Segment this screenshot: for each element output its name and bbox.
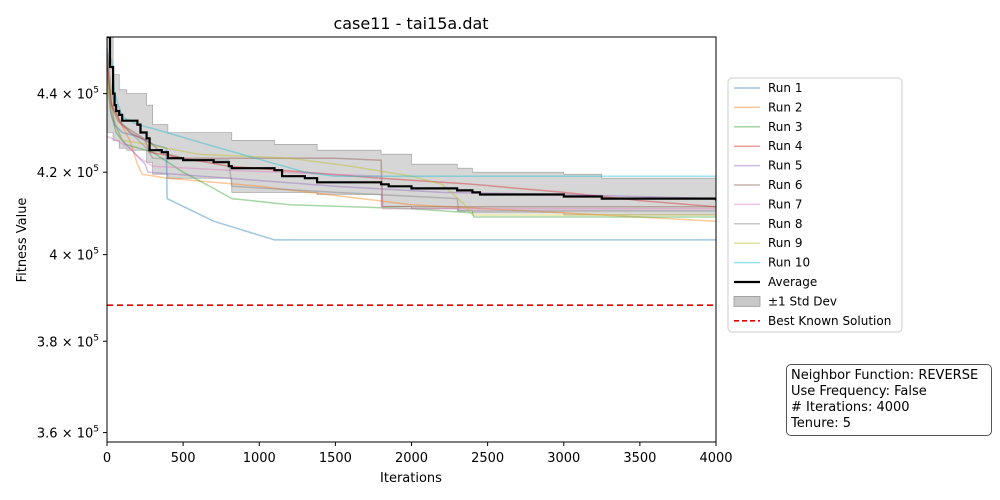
legend-item: Run 10 [734, 256, 810, 270]
series-run-7 [107, 135, 716, 210]
legend-label: Run 10 [768, 256, 810, 270]
legend-item: ±1 Std Dev [733, 294, 837, 308]
info-box: Neighbor Function: REVERSE Use Frequency… [786, 364, 992, 436]
y-tick-label: 4.4 × 105 [37, 86, 99, 103]
legend-label: Run 2 [768, 100, 802, 114]
x-tick-label: 3000 [547, 451, 580, 466]
legend-label: Run 4 [768, 139, 802, 153]
y-axis-title: Fitness Value [15, 198, 30, 283]
x-tick-label: 500 [171, 451, 196, 466]
legend-frame [727, 77, 903, 333]
legend-item: Run 4 [734, 139, 802, 153]
legend-label: Run 7 [768, 197, 802, 211]
legend-label: Run 3 [768, 120, 802, 134]
legend-item: Average [734, 275, 817, 289]
series-run-9 [107, 70, 716, 216]
legend-label: Average [768, 275, 817, 289]
std-band-layer [107, 37, 716, 216]
x-axis: 0 500 1000 1500 2000 2500 3000 3500 4000 [103, 442, 733, 466]
average-layer [107, 37, 716, 201]
y-axis: 3.6 × 105 3.8 × 105 4 × 105 4.2 × 105 4.4 × … [37, 86, 107, 442]
x-tick-label: 2500 [471, 451, 504, 466]
x-tick-label: 1500 [319, 451, 352, 466]
x-tick-label: 4000 [699, 451, 732, 466]
legend-label: ±1 Std Dev [768, 294, 837, 308]
chart-title: case11 - tai15a.dat [333, 14, 488, 33]
y-tick-label: 3.6 × 105 [37, 425, 99, 442]
legend-label: Run 9 [768, 236, 802, 250]
info-neighbor-function: Neighbor Function: REVERSE [791, 368, 979, 383]
legend: Run 1 Run 2 Run 3 Run 4 Run 5 Run 6 Run 7 Run 8… [727, 77, 903, 333]
legend-item: Run 1 [734, 81, 802, 95]
series-run-2 [107, 63, 716, 222]
legend-item: Run 8 [734, 217, 802, 231]
legend-item: Run 7 [734, 197, 802, 211]
info-tenure: Tenure: 5 [791, 416, 852, 431]
info-iterations: # Iterations: 4000 [791, 400, 910, 415]
legend-label: Best Known Solution [768, 314, 891, 328]
legend-item: Run 5 [734, 159, 802, 173]
legend-item: Best Known Solution [734, 314, 891, 328]
legend-swatch [733, 295, 761, 307]
legend-item: Run 2 [734, 100, 802, 114]
legend-label: Run 8 [768, 217, 802, 231]
y-tick-label: 4.2 × 105 [37, 164, 99, 181]
legend-label: Run 6 [768, 178, 802, 192]
series-run-1 [107, 48, 716, 241]
y-tick-label: 4 × 105 [49, 247, 99, 264]
std-dev-band [107, 37, 716, 216]
info-use-frequency: Use Frequency: False [791, 384, 927, 399]
series-run-3 [107, 66, 716, 218]
x-tick-label: 3500 [623, 451, 656, 466]
series-average [107, 37, 716, 201]
legend-label: Run 1 [768, 81, 802, 95]
x-tick-label: 2000 [395, 451, 428, 466]
y-tick-label: 3.8 × 105 [37, 333, 99, 350]
x-axis-title: Iterations [380, 471, 442, 486]
plot-area [107, 37, 716, 306]
x-tick-label: 1000 [243, 451, 276, 466]
x-tick-label: 0 [103, 451, 111, 466]
legend-item: Run 9 [734, 236, 802, 250]
legend-item: Run 6 [734, 178, 802, 192]
legend-item: Run 3 [734, 120, 802, 134]
legend-label: Run 5 [768, 159, 802, 173]
